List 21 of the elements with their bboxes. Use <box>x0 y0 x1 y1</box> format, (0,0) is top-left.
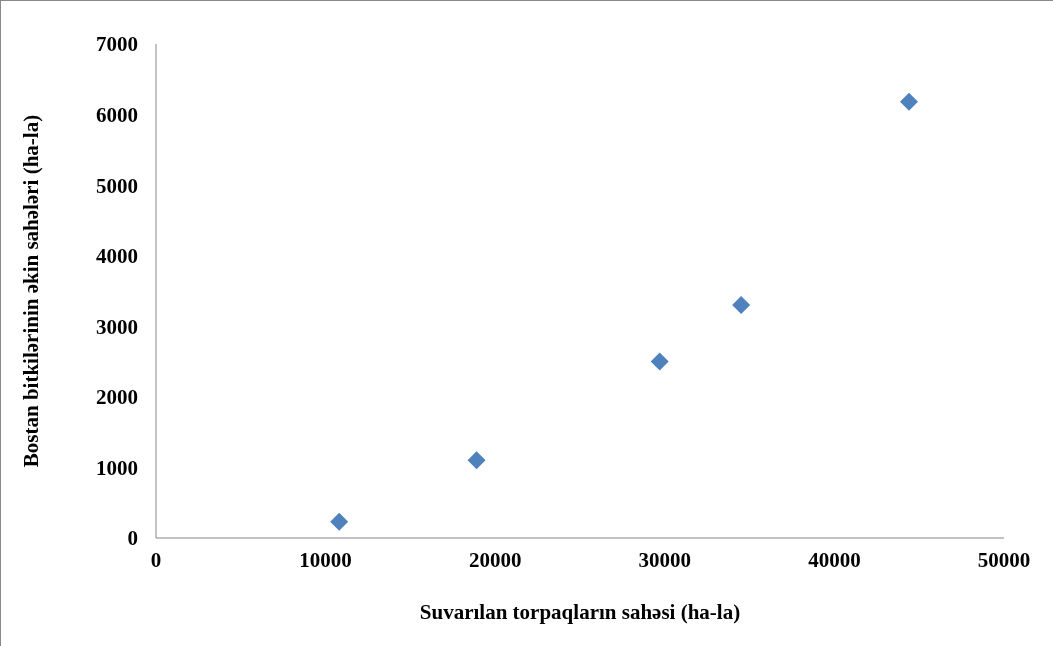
y-tick-label: 5000 <box>96 173 138 198</box>
point <box>467 451 486 470</box>
y-axis-title: Bostan bitkilərinin əkin sahələri (ha-la) <box>19 114 44 468</box>
point <box>330 512 349 531</box>
y-tick-label: 2000 <box>96 385 138 410</box>
x-tick-label: 40000 <box>808 547 861 572</box>
y-tick-label: 0 <box>127 526 138 551</box>
y-tick-label: 4000 <box>96 244 138 269</box>
x-tick-label: 30000 <box>638 547 692 572</box>
x-tick-label: 20000 <box>468 547 522 572</box>
point <box>732 296 751 315</box>
x-tick-label: 0 <box>150 547 162 572</box>
y-tick-label: 3000 <box>96 314 138 339</box>
x-tick-label: 50000 <box>977 547 1031 572</box>
x-tick-label: 10000 <box>299 547 352 572</box>
y-tick-label: 6000 <box>96 103 138 128</box>
y-tick-label: 7000 <box>96 32 138 57</box>
point <box>650 352 669 371</box>
y-tick-label: 1000 <box>96 455 138 480</box>
x-axis-title: Suvarılan torpaqların sahəsi (ha-la) <box>419 600 741 624</box>
point <box>900 92 919 111</box>
